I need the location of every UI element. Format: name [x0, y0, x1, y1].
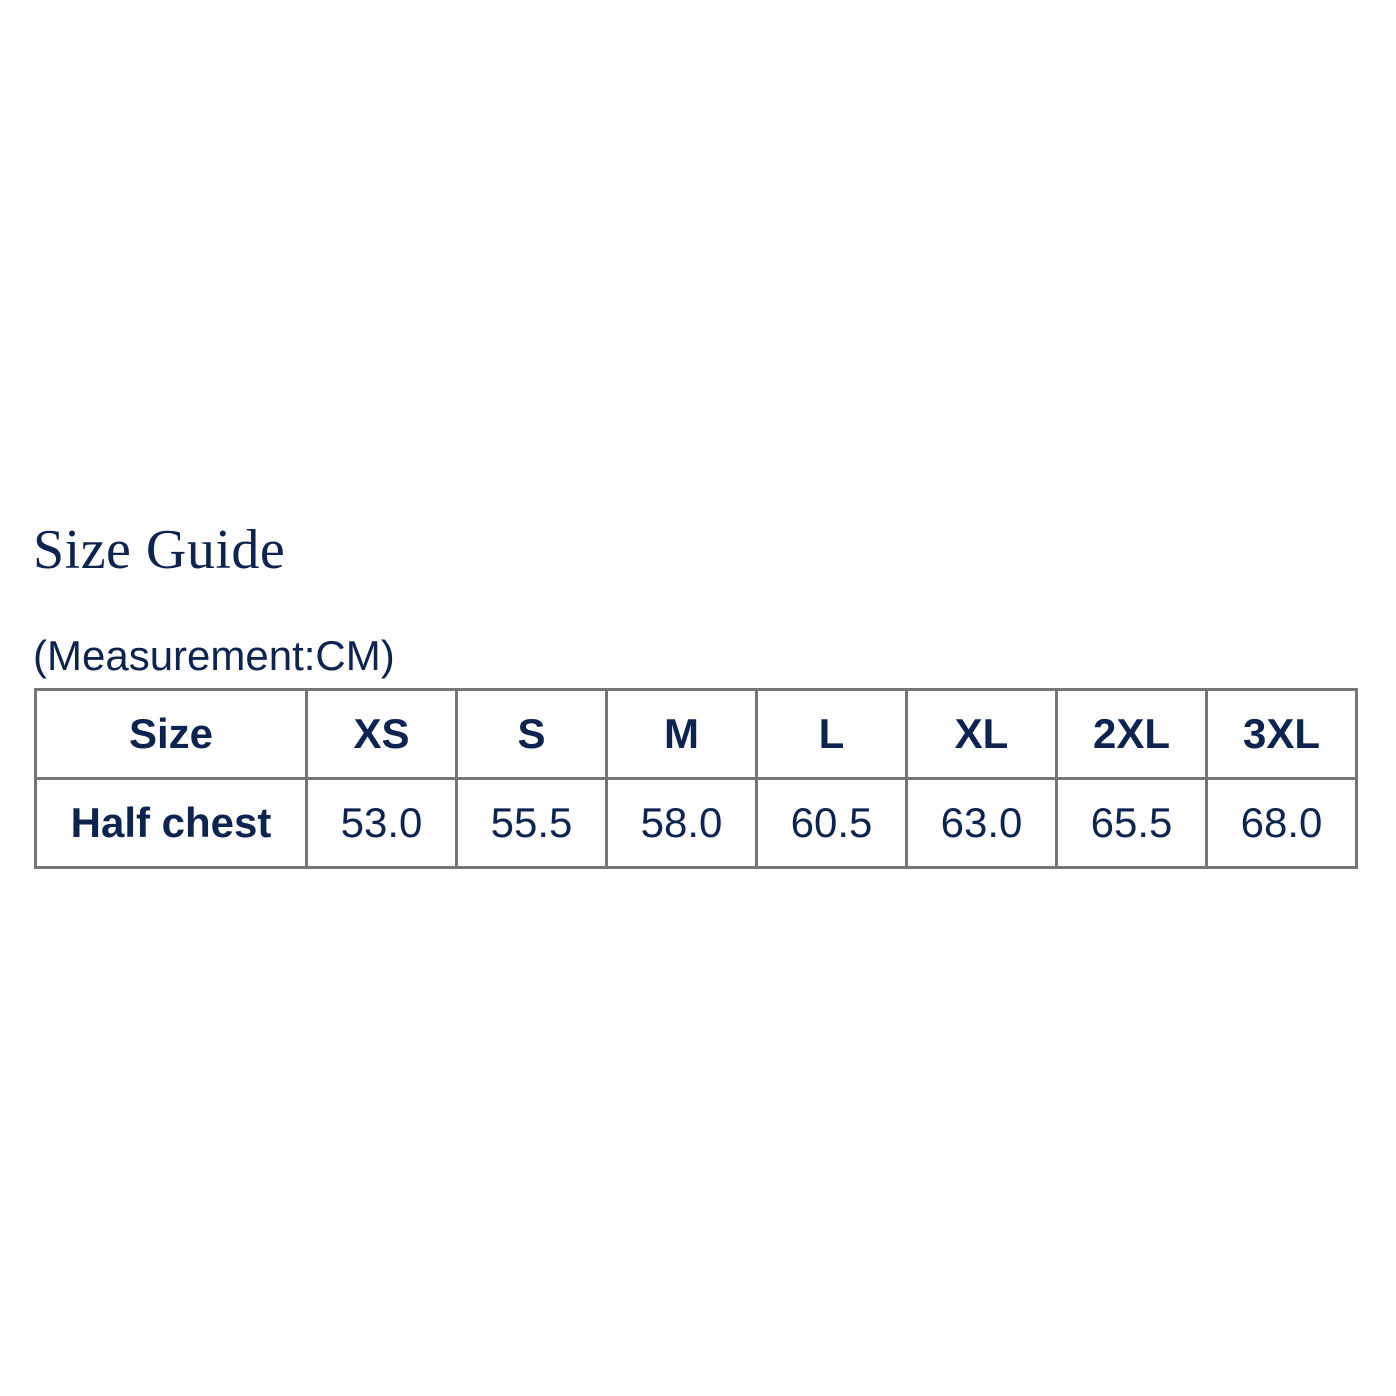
value-cell: 53.0 [305, 777, 458, 869]
value-cell: 58.0 [605, 777, 758, 869]
value-cell: 65.5 [1055, 777, 1208, 869]
header-cell: L [755, 688, 908, 780]
header-cell: 2XL [1055, 688, 1208, 780]
measurement-unit-note: (Measurement:CM) [33, 632, 395, 679]
header-cell: 3XL [1205, 688, 1358, 780]
value-cell: 60.5 [755, 777, 908, 869]
header-cell: XS [305, 688, 458, 780]
value-cell: 68.0 [1205, 777, 1358, 869]
header-cell: XL [905, 688, 1058, 780]
page-title: Size Guide [33, 519, 286, 581]
value-cell: 55.5 [455, 777, 608, 869]
table-header-row: Size XS S M L XL 2XL 3XL [34, 688, 1358, 780]
value-cell: 63.0 [905, 777, 1058, 869]
header-cell-size: Size [34, 688, 308, 780]
header-cell: S [455, 688, 608, 780]
header-cell: M [605, 688, 758, 780]
size-guide-table: Size XS S M L XL 2XL 3XL Half chest 53.0… [34, 688, 1358, 869]
row-label-half-chest: Half chest [34, 777, 308, 869]
table-row: Half chest 53.0 55.5 58.0 60.5 63.0 65.5… [34, 777, 1358, 869]
